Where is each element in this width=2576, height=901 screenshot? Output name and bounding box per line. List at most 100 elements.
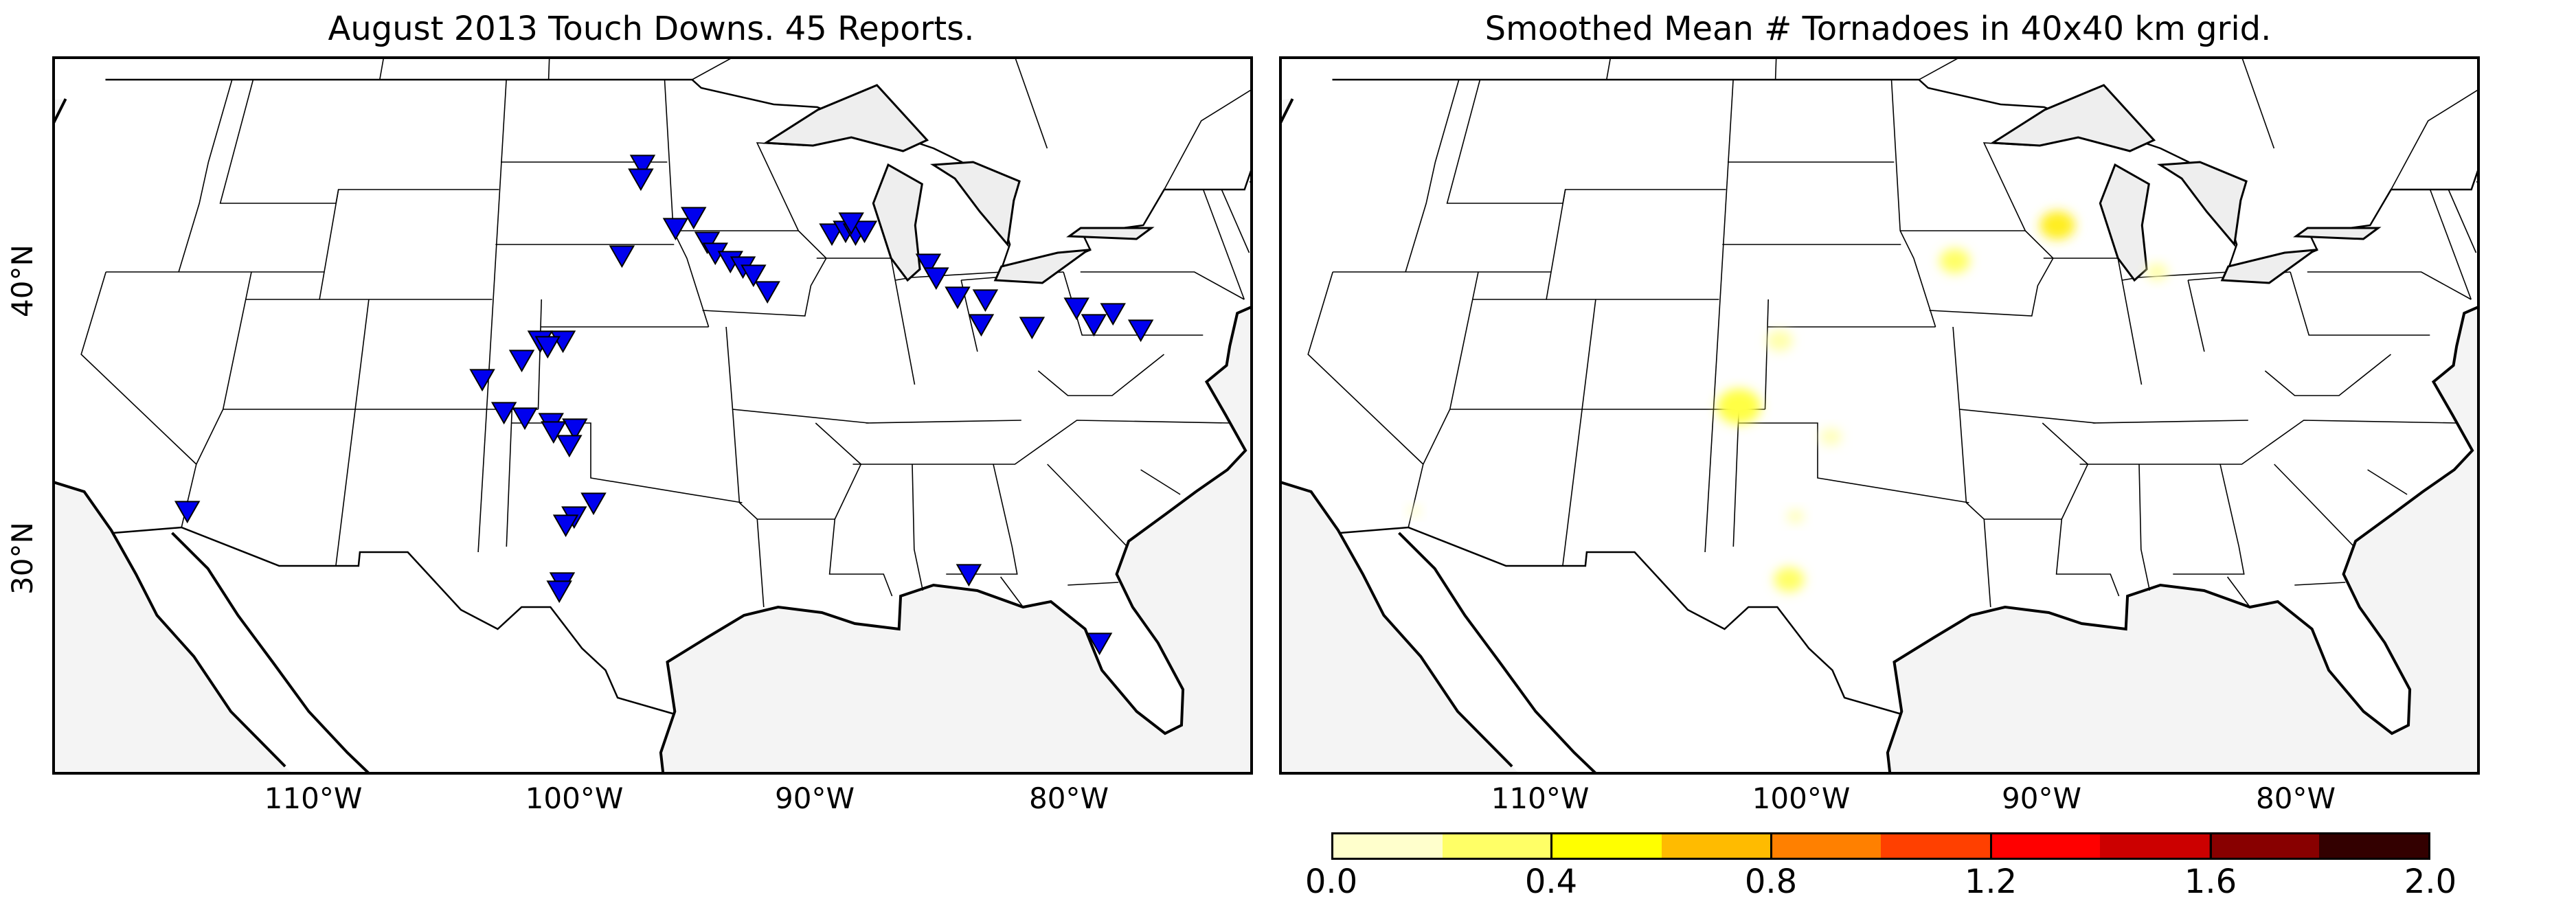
state-border bbox=[2274, 464, 2355, 547]
state-border bbox=[506, 409, 513, 547]
tornado-report-marker bbox=[534, 336, 561, 359]
lon-label-110w-right: 110°W bbox=[1491, 782, 1590, 815]
state-border bbox=[1929, 230, 2054, 317]
tornado-report-marker bbox=[469, 369, 495, 392]
tornado-report-marker bbox=[556, 435, 583, 458]
state-border bbox=[946, 464, 1018, 575]
state-border bbox=[2079, 420, 2459, 465]
colorbar-tick-label: 0.0 bbox=[1304, 863, 1358, 901]
province-border bbox=[692, 59, 731, 80]
density-blob bbox=[1939, 248, 1971, 274]
lon-label-90w: 90°W bbox=[775, 782, 855, 815]
tornado-report-marker bbox=[923, 267, 949, 290]
great-lake bbox=[1989, 84, 2156, 152]
tornado-report-marker bbox=[1086, 632, 1113, 656]
tornado-report-marker bbox=[580, 492, 607, 516]
density-blob bbox=[1717, 389, 1761, 424]
tornado-report-marker bbox=[174, 501, 201, 524]
province-border bbox=[1919, 59, 1958, 80]
colorbar-tick-label: 2.0 bbox=[2404, 863, 2457, 901]
tornado-report-marker bbox=[945, 286, 971, 310]
state-border bbox=[725, 326, 869, 424]
tornado-report-marker bbox=[972, 289, 999, 312]
left-map-panel bbox=[52, 56, 1253, 775]
colorbar-tick bbox=[1550, 832, 1552, 860]
tornado-report-marker bbox=[1063, 297, 1089, 321]
basemap bbox=[55, 59, 1250, 772]
smoothed-density-layer bbox=[1408, 211, 2169, 593]
right-map-title: Smoothed Mean # Tornadoes in 40x40 km gr… bbox=[1484, 10, 2272, 48]
state-border bbox=[664, 79, 710, 328]
great-lake bbox=[2156, 161, 2248, 247]
basemap bbox=[1282, 59, 2477, 772]
state-border bbox=[852, 420, 1232, 465]
state-border bbox=[1732, 409, 1740, 547]
tornado-report-marker bbox=[838, 212, 864, 236]
great-lake bbox=[2099, 163, 2150, 282]
tornado-report-marker bbox=[662, 218, 689, 241]
canada-border bbox=[105, 78, 1250, 282]
colorbar bbox=[1331, 832, 2430, 860]
tornado-report-marker bbox=[1100, 303, 1126, 326]
colorbar-tick bbox=[2210, 832, 2212, 860]
state-border bbox=[2264, 354, 2391, 396]
state-border bbox=[732, 409, 765, 608]
state-border bbox=[1221, 189, 1250, 253]
state-border bbox=[702, 230, 827, 317]
land-area bbox=[55, 59, 1250, 772]
report-markers bbox=[174, 155, 1154, 656]
tornado-report-marker bbox=[694, 231, 721, 255]
great-lake bbox=[1066, 227, 1155, 240]
tornado-report-marker bbox=[851, 220, 878, 244]
state-border bbox=[2117, 258, 2143, 385]
density-blob bbox=[2040, 211, 2075, 240]
colorbar-tick-label: 0.4 bbox=[1524, 863, 1578, 901]
state-border bbox=[2294, 582, 2346, 586]
lat-label-40n: 40°N bbox=[5, 244, 39, 317]
tornado-report-marker bbox=[1127, 319, 1154, 343]
colorbar-segment bbox=[1443, 834, 1552, 858]
tornado-report-marker bbox=[968, 314, 995, 337]
lon-label-90w-right: 90°W bbox=[2002, 782, 2081, 815]
lat-label-30n: 30°N bbox=[5, 522, 39, 595]
tornado-report-marker bbox=[552, 514, 579, 538]
state-border bbox=[1067, 582, 1119, 586]
state-border bbox=[1952, 326, 2096, 424]
tornado-report-marker bbox=[562, 418, 588, 442]
colorbar-tick bbox=[1770, 832, 1772, 860]
state-border bbox=[1047, 464, 1128, 547]
state-border bbox=[178, 79, 233, 273]
province-border bbox=[2391, 89, 2477, 190]
province-border bbox=[1606, 59, 1611, 80]
lon-label-100w: 100°W bbox=[525, 782, 624, 815]
tornado-report-marker bbox=[741, 264, 767, 288]
tornado-report-map bbox=[55, 59, 1250, 772]
colorbar-segment bbox=[1662, 834, 1772, 858]
state-border bbox=[866, 420, 1021, 424]
colorbar-segment bbox=[1771, 834, 1882, 858]
state-border bbox=[1202, 189, 1245, 300]
tornado-report-marker bbox=[628, 168, 654, 192]
province-border bbox=[2241, 59, 2275, 149]
province-border bbox=[379, 59, 384, 80]
state-border bbox=[1307, 271, 1424, 465]
tornado-report-marker bbox=[546, 580, 572, 604]
state-border bbox=[181, 271, 252, 528]
state-border bbox=[1562, 299, 1596, 567]
state-border bbox=[815, 422, 893, 597]
state-border bbox=[2448, 189, 2477, 253]
tornado-report-marker bbox=[754, 281, 780, 304]
density-blob bbox=[1774, 567, 1805, 593]
state-border bbox=[912, 464, 924, 591]
tornado-report-marker bbox=[956, 564, 982, 587]
baja-coastline bbox=[171, 532, 370, 772]
tornado-report-marker bbox=[1019, 317, 1046, 340]
lon-label-80w: 80°W bbox=[1029, 782, 1109, 815]
state-border bbox=[1080, 271, 1245, 300]
tornado-report-marker bbox=[508, 350, 535, 373]
smoothed-tornado-map bbox=[1282, 59, 2477, 772]
state-border bbox=[2173, 464, 2245, 575]
lon-label-80w-right: 80°W bbox=[2256, 782, 2336, 815]
tornado-report-marker bbox=[541, 421, 567, 444]
colorbar-segment bbox=[1881, 834, 1991, 858]
